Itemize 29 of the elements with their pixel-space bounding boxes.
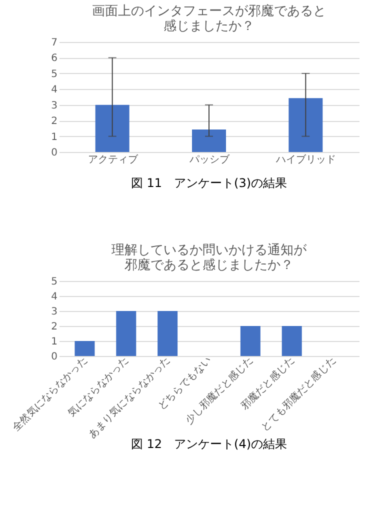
chart-title: 画面上のインタフェースが邪魔であると感じましたか？ [92, 4, 326, 34]
caption: 図 12 アンケート(4)の結果 [130, 437, 288, 451]
y-tick-label: 0 [51, 148, 58, 158]
chart-title: 理解しているか問いかける通知が邪魔であると感じましたか？ [112, 243, 308, 273]
caption: 図 11 アンケート(3)の結果 [130, 176, 288, 190]
bar [288, 98, 323, 152]
y-tick-label: 3 [51, 100, 58, 112]
x-tick-label: パッシブ [188, 154, 230, 166]
x-tick-label: ハイブリッド [275, 154, 336, 166]
y-tick-label: 2 [51, 116, 58, 128]
y-tick-label: 5 [51, 68, 58, 80]
bar [282, 326, 302, 356]
y-tick-label: 1 [51, 336, 58, 348]
y-tick-label: 4 [51, 84, 58, 96]
y-tick-label: 0 [51, 352, 58, 362]
bar [192, 130, 226, 152]
y-tick-label: 7 [51, 38, 58, 48]
x-tick-label: アクティブ [88, 154, 139, 166]
y-tick-label: 2 [51, 322, 58, 332]
bar [74, 341, 95, 356]
bar [240, 326, 260, 356]
bar [158, 311, 178, 356]
y-tick-label: 6 [51, 53, 58, 64]
y-tick-label: 3 [51, 306, 58, 318]
y-tick-label: 5 [51, 276, 58, 288]
y-tick-label: 4 [51, 292, 58, 302]
bar [116, 311, 136, 356]
bar [95, 104, 130, 152]
y-tick-label: 1 [51, 132, 58, 143]
